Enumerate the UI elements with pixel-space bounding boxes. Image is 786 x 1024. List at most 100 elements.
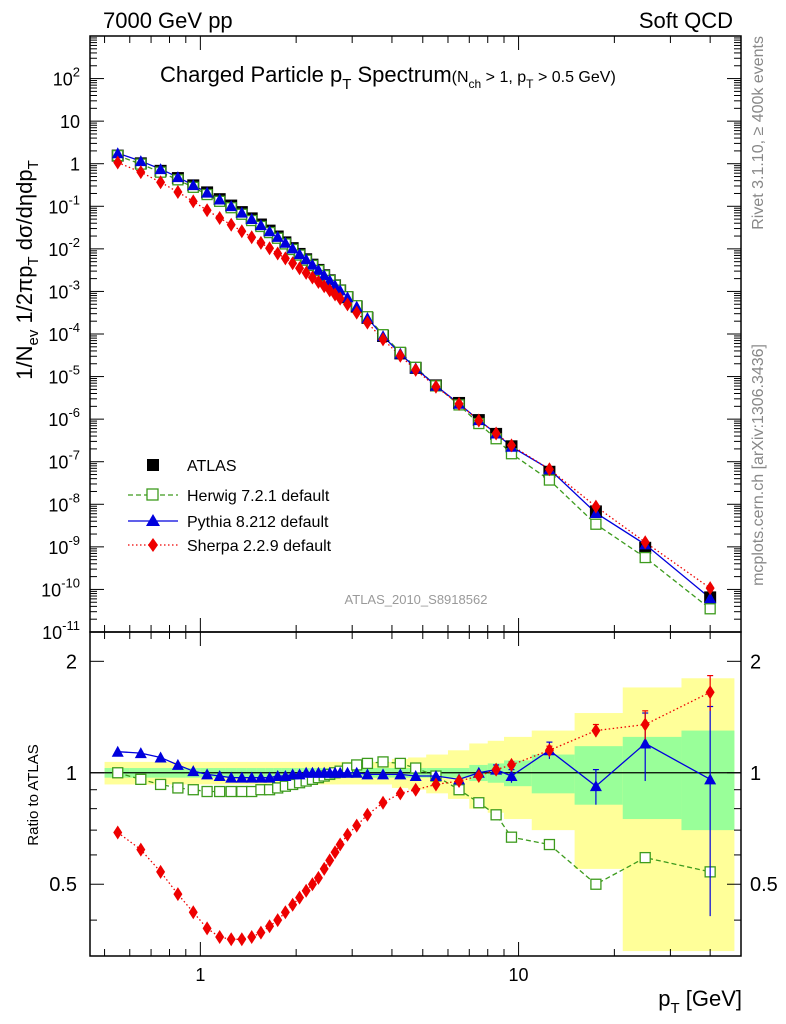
main-point-s3-11 [265,241,275,256]
ratio-point-s3-30 [454,774,464,789]
main-point-s3-24 [352,305,362,320]
ratio-point-s1-32 [490,809,502,821]
ratio-point-s3-18 [313,870,323,885]
ratio-point-s3-11 [265,919,275,934]
main-point-s3-30 [454,396,464,411]
main-point-s2-1 [134,155,147,167]
ratio-point-s2-8 [235,771,248,783]
y-tick-label-ratio-r-0.5: 0.5 [750,874,778,896]
band-inner-36 [622,736,682,820]
main-point-s2-0 [111,147,124,159]
main-point-s2-11 [263,225,276,237]
main-point-s2-14 [286,242,299,254]
ratio-point-s3-33 [506,757,516,772]
main-point-s3-3 [173,185,183,200]
ratio-point-s1-6 [214,785,226,798]
main-point-s3-4 [188,194,198,209]
main-point-s3-2 [156,175,166,190]
main-point-s3-33 [506,438,516,453]
legend-label-sherpa: Sherpa 2.2.9 default [187,538,332,555]
main-point-s3-12 [273,246,283,261]
ratio-point-s3-9 [247,930,257,945]
ratio-point-s3-14 [288,897,298,912]
ratio-point-s3-2 [156,864,166,879]
y-tick-label-main--2: 10-2 [48,235,80,260]
ratio-point-s2-0 [111,745,124,757]
main-point-s3-1 [136,165,146,180]
ratio-point-s3-22 [335,837,345,852]
ratio-point-s3-13 [280,905,290,920]
main-point-s3-35 [591,499,601,514]
ratio-point-s1-3 [172,782,184,794]
ratio-point-s3-29 [431,777,441,792]
ratio-point-s1-2 [154,778,167,791]
ratio-point-s3-31 [474,769,484,784]
main-point-s3-9 [247,230,257,245]
y-tick-label-main--3: 10-3 [48,277,80,302]
legend-marker-herwig [146,488,159,501]
ratio-point-s2-3 [171,758,184,770]
y-axis-label-main: 1/Nev 1/2πpT dσ/dηdpT [12,160,42,380]
ratio-point-s2-24 [350,766,363,778]
axis-ticks [90,36,742,956]
ratio-point-s3-20 [325,853,335,868]
tick-labels: 1 1010-1110-1010-910-810-710-610-510-410-… [41,65,778,985]
mcplots-label: mcplots.cern.ch [arXiv:1306.3436] [750,344,767,586]
band-outer-36 [622,687,682,952]
main-point-s3-23 [342,297,352,312]
main-point-s3-22 [335,291,345,306]
main-point-s3-10 [256,235,266,250]
main-point-s2-3 [171,171,184,183]
y-tick-label-main-0: 1 [70,155,80,175]
ratio-point-s3-12 [273,913,283,928]
ratio-point-s2-4 [187,765,200,777]
main-point-s1-35 [590,518,602,530]
main-point-s2-2 [154,163,167,175]
ratio-point-s2-36 [639,737,652,749]
ratio-point-s1-25 [361,757,374,770]
ratio-point-s3-21 [330,845,340,860]
ratio-point-s2-33 [505,770,518,782]
ratio-point-s3-16 [301,883,311,898]
ratio-point-s2-12 [271,770,284,782]
ratio-point-s3-19 [319,861,329,876]
main-point-s3-37 [705,581,715,596]
ratio-series-group [111,675,717,947]
ratio-point-s3-10 [256,925,266,940]
main-point-s3-13 [280,251,290,266]
ratio-point-s1-1 [135,773,147,785]
main-point-s3-25 [362,315,372,330]
main-point-s2-9 [245,212,258,224]
header-left: 7000 GeV pp [103,8,233,33]
ratio-point-s2-37 [704,773,717,785]
ratio-point-s2-26 [377,768,390,780]
main-point-s2-16 [300,253,313,265]
main-point-s2-5 [201,186,214,198]
main-point-s3-31 [474,413,484,428]
legend-marker-pythia [146,514,160,526]
y-tick-label-main--5: 10-5 [48,363,80,388]
ratio-point-s1-8 [236,785,248,798]
ratio-point-s1-0 [112,767,124,779]
main-point-s2-8 [235,206,248,218]
main-line-2 [117,152,711,599]
ratio-point-s3-35 [591,723,601,738]
ratio-point-s3-36 [640,717,650,732]
plot-title: Charged Particle pT Spectrum(Nch > 1, pT… [160,62,616,93]
main-point-s3-7 [226,217,236,232]
ratio-point-s2-25 [361,768,374,780]
ratio-point-s3-28 [411,782,421,797]
main-point-s2-17 [306,258,319,270]
ratio-point-s3-17 [307,877,317,892]
y-tick-label-ratio-l-0.5: 0.5 [49,874,77,896]
main-point-s2-20 [323,274,336,286]
legend-label-herwig: Herwig 7.2.1 default [187,488,330,505]
main-point-s3-6 [215,211,225,226]
y-tick-label-ratio-r-1: 1 [750,763,761,785]
ratio-point-s1-5 [201,785,213,798]
y-axis-label-ratio: Ratio to ATLAS [25,744,42,845]
ratio-point-s3-23 [342,827,352,842]
main-point-s2-7 [225,200,238,212]
ratio-point-s1-35 [590,878,602,890]
